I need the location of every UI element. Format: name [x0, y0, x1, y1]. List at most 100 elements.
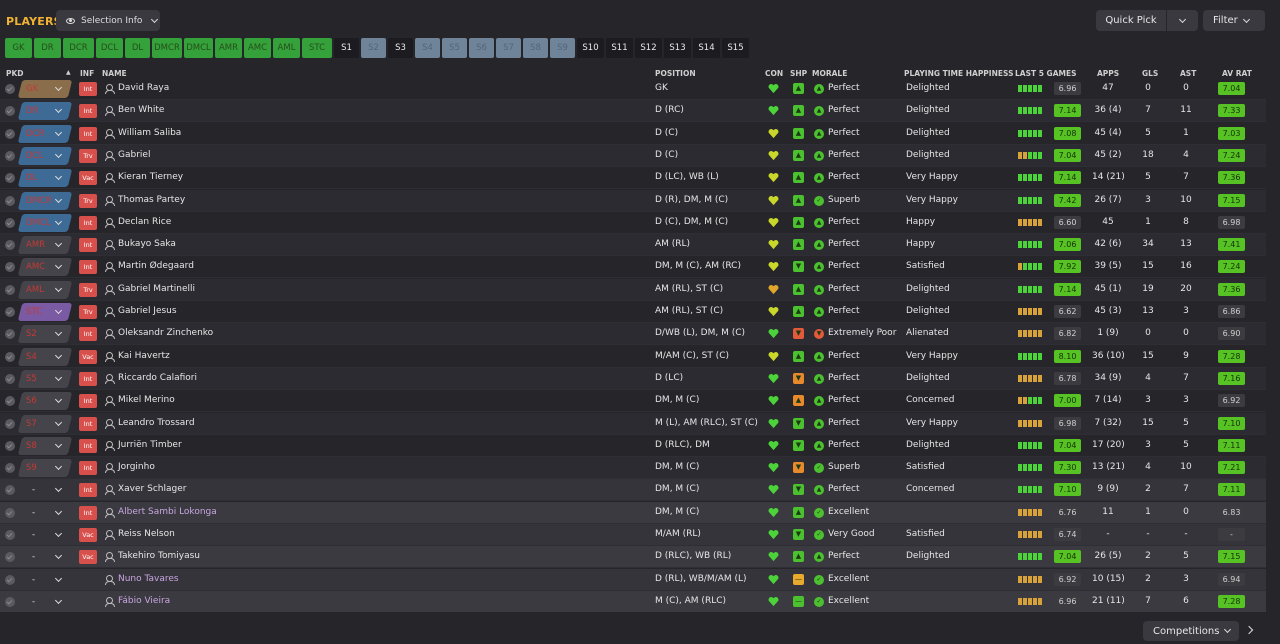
check-icon[interactable] — [5, 373, 15, 384]
picked-position-selector[interactable]: GK — [17, 80, 73, 98]
check-icon[interactable] — [5, 507, 15, 518]
player-name[interactable]: Reiss Nelson — [118, 529, 175, 539]
quick-pick-button[interactable]: Quick Pick — [1096, 10, 1166, 31]
chip-dcl[interactable]: DCL — [96, 38, 123, 58]
info-badge[interactable]: Vac — [79, 528, 97, 542]
table-row[interactable]: - Nuno Tavares D (RL), WB/M/AM (L) — ✓ Excell… — [0, 568, 1266, 591]
table-row[interactable]: GK Int David Raya GK ▲ ▲ Perfect Delighted 6.96 4… — [0, 78, 1266, 100]
picked-position-selector[interactable]: - — [18, 593, 72, 611]
picked-position-selector[interactable]: S4 — [17, 347, 73, 366]
quick-pick-dropdown[interactable] — [1167, 10, 1198, 31]
chip-gk[interactable]: GK — [5, 38, 32, 58]
info-badge[interactable]: Int — [79, 327, 97, 342]
check-icon[interactable] — [5, 262, 15, 273]
chip-s7[interactable]: S7 — [496, 38, 521, 58]
table-row[interactable]: DMCL Int Declan Rice D (C), DM, M (C) ▲ ▲ Perf… — [0, 212, 1266, 234]
col-gls[interactable]: GLS — [1142, 69, 1159, 78]
info-badge[interactable]: Int — [79, 416, 97, 431]
check-icon[interactable] — [5, 440, 15, 451]
table-row[interactable]: AML Trv Gabriel Martinelli AM (RL), ST (C) ▲… — [0, 278, 1266, 301]
info-badge[interactable]: Int — [79, 215, 97, 230]
player-name[interactable]: Thomas Partey — [118, 194, 186, 205]
chip-dl[interactable]: DL — [125, 38, 150, 58]
player-name[interactable]: Mikel Merino — [118, 395, 175, 406]
player-name[interactable]: Kieran Tierney — [118, 172, 184, 183]
picked-position-selector[interactable]: AML — [17, 280, 73, 299]
check-icon[interactable] — [5, 530, 15, 540]
chip-s15[interactable]: S15 — [722, 38, 749, 58]
info-badge[interactable]: Int — [79, 126, 97, 141]
competitions-dropdown[interactable]: Competitions — [1143, 621, 1239, 641]
chip-stc[interactable]: STC — [302, 38, 332, 58]
chip-s14[interactable]: S14 — [693, 38, 720, 58]
chip-aml[interactable]: AML — [273, 38, 300, 58]
chip-s5[interactable]: S5 — [442, 38, 467, 58]
picked-position-selector[interactable]: DCR — [17, 124, 73, 143]
picked-position-selector[interactable]: S8 — [17, 436, 73, 455]
chip-s8[interactable]: S8 — [523, 38, 548, 58]
col-apps[interactable]: APPS — [1097, 69, 1120, 78]
player-name[interactable]: Gabriel — [118, 149, 151, 160]
picked-position-selector[interactable]: STC — [17, 303, 73, 321]
table-row[interactable]: STC Trv Gabriel Jesus AM (RL), ST (C) ▲ ▲ Perf… — [0, 301, 1266, 323]
info-badge[interactable]: Int — [79, 505, 97, 520]
info-badge[interactable]: Int — [79, 438, 97, 453]
info-badge[interactable]: Int — [79, 371, 97, 386]
player-name[interactable]: William Saliba — [118, 127, 182, 138]
picked-position-selector[interactable]: AMC — [17, 258, 73, 277]
picked-position-selector[interactable]: DCL — [17, 146, 73, 165]
info-badge[interactable]: Int — [79, 483, 97, 498]
col-con[interactable]: CON — [765, 69, 784, 78]
chip-s3[interactable]: S3 — [388, 38, 413, 58]
player-name[interactable]: Ben White — [118, 105, 165, 116]
info-badge[interactable]: Int — [79, 104, 97, 119]
player-name[interactable]: Gabriel Martinelli — [118, 283, 196, 294]
info-badge[interactable]: Int — [79, 82, 97, 96]
table-row[interactable]: DCL Trv Gabriel D (C) ▲ ▲ Perfect Delighted 7.04… — [0, 144, 1266, 167]
player-name[interactable]: Bukayo Saka — [118, 239, 176, 250]
col-inf[interactable]: INF — [80, 69, 95, 78]
picked-position-selector[interactable]: DMCR — [17, 191, 73, 210]
check-icon[interactable] — [5, 217, 15, 228]
check-icon[interactable] — [5, 150, 15, 161]
chip-dcr[interactable]: DCR — [63, 38, 94, 58]
check-icon[interactable] — [5, 173, 15, 184]
table-row[interactable]: S8 Int Jurriën Timber D (RLC), DM ▼ ▲ Perfect D… — [0, 435, 1266, 457]
chip-dmcl[interactable]: DMCL — [184, 38, 213, 58]
info-badge[interactable]: Trv — [79, 148, 97, 163]
info-badge[interactable]: Vac — [79, 550, 97, 565]
sort-up-icon[interactable]: ▲ — [66, 69, 71, 76]
picked-position-selector[interactable]: S5 — [17, 369, 73, 388]
info-badge[interactable]: Int — [79, 461, 97, 476]
check-icon[interactable] — [5, 329, 15, 340]
player-name[interactable]: Takehiro Tomiyasu — [118, 551, 201, 562]
table-row[interactable]: S9 Int Jorginho DM, M (C) ▼ ✓ Superb Satisfied 7… — [0, 457, 1266, 480]
info-badge[interactable]: Vac — [79, 171, 97, 186]
table-row[interactable]: S7 Int Leandro Trossard M (L), AM (RLC), ST… — [0, 412, 1266, 435]
player-name[interactable]: Jurriën Timber — [118, 439, 182, 450]
picked-position-selector[interactable]: - — [18, 481, 72, 499]
info-badge[interactable]: Vac — [79, 349, 97, 364]
chip-s12[interactable]: S12 — [635, 38, 662, 58]
selection-info-button[interactable]: Selection Info — [56, 10, 160, 31]
table-row[interactable]: S2 Int Oleksandr Zinchenko D/WB (L), DM, M … — [0, 323, 1266, 346]
picked-position-selector[interactable]: S9 — [17, 459, 73, 478]
check-icon[interactable] — [5, 284, 15, 295]
table-row[interactable]: S6 Int Mikel Merino DM, M (C) ▲ ▲ Perfect Conce… — [0, 390, 1266, 413]
player-name[interactable]: Fábio Vieira — [118, 595, 171, 606]
check-icon[interactable] — [5, 596, 15, 607]
chip-dr[interactable]: DR — [34, 38, 61, 58]
check-icon[interactable] — [5, 84, 15, 94]
chip-s1[interactable]: S1 — [334, 38, 359, 58]
chip-s13[interactable]: S13 — [664, 38, 691, 58]
check-icon[interactable] — [5, 463, 15, 474]
check-icon[interactable] — [5, 307, 15, 317]
chip-s2[interactable]: S2 — [361, 38, 386, 58]
check-icon[interactable] — [5, 351, 15, 362]
info-badge[interactable]: Int — [79, 260, 97, 275]
check-icon[interactable] — [5, 574, 15, 585]
player-name[interactable]: Oleksandr Zinchenko — [118, 328, 214, 339]
col-name[interactable]: NAME — [102, 69, 127, 78]
picked-position-selector[interactable]: - — [18, 548, 72, 566]
player-name[interactable]: Kai Havertz — [118, 350, 170, 361]
